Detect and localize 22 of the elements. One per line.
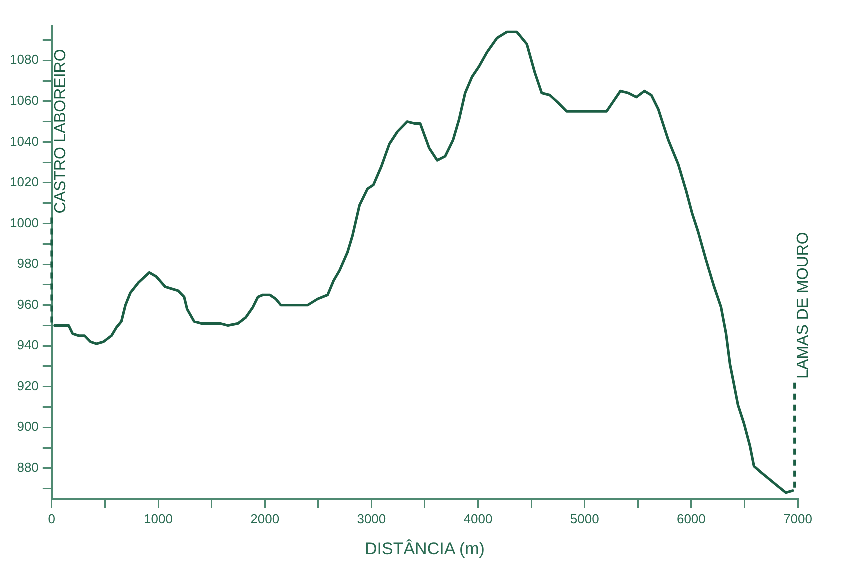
y-tick-label: 1080 — [10, 52, 39, 68]
x-tick-label: 1000 — [144, 511, 173, 526]
ref-line-label: LAMAS DE MOURO — [795, 232, 812, 379]
x-tick-label: 0 — [48, 511, 56, 526]
ref-line-label: CASTRO LABOREIRO — [52, 49, 70, 214]
y-tick-label: 1020 — [10, 174, 39, 190]
y-tick-label: 940 — [17, 338, 39, 353]
x-tick-label: 7000 — [784, 511, 812, 526]
y-tick-label: 900 — [17, 419, 39, 434]
y-tick-label: 960 — [17, 296, 39, 312]
y-tick-label: 980 — [17, 256, 39, 272]
x-tick-label: 5000 — [570, 511, 600, 526]
y-tick-label: 1040 — [10, 134, 39, 149]
x-tick-label: 2000 — [250, 511, 280, 526]
y-tick-label: 1060 — [10, 93, 39, 108]
x-axis-title: DISTÂNCIA (m) — [364, 539, 485, 558]
x-tick-label: 3000 — [357, 511, 386, 526]
y-tick-label: 880 — [17, 460, 39, 475]
y-tick-label: 920 — [17, 378, 39, 394]
y-tick-label: 1000 — [10, 215, 39, 230]
x-tick-label: 6000 — [676, 511, 706, 526]
x-tick-label: 4000 — [464, 511, 493, 526]
